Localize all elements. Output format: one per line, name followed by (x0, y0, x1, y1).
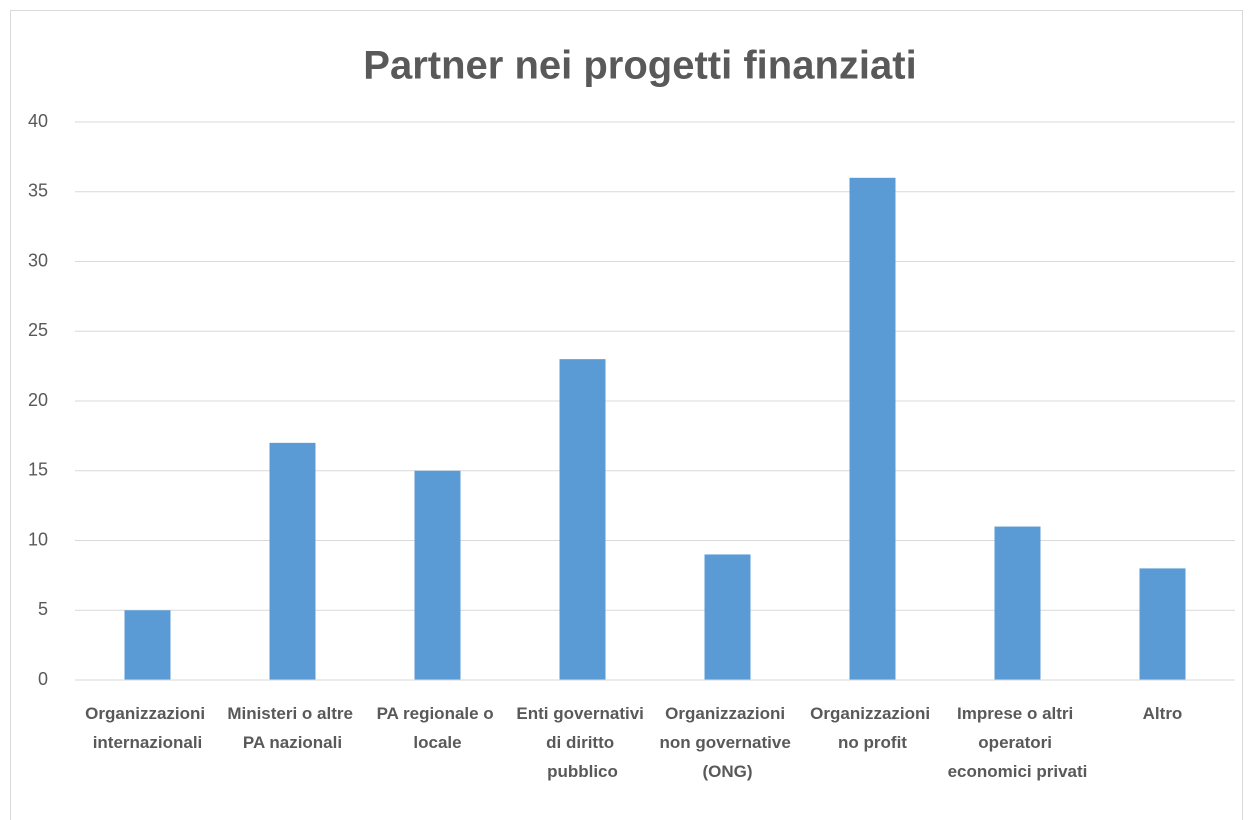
bar (704, 554, 751, 680)
y-tick-label: 15 (28, 460, 48, 480)
x-tick-label: Organizzazioni non governative (ONG) (659, 704, 795, 781)
bar (269, 442, 316, 680)
x-tick-label: Organizzazioni internazionali (85, 704, 210, 752)
y-tick-label: 35 (28, 181, 48, 201)
bar (124, 610, 171, 680)
y-tick-label: 0 (38, 669, 48, 689)
y-tick-label: 20 (28, 390, 48, 410)
chart-title: Partner nei progetti finanziati (363, 44, 916, 88)
x-tick-label: Imprese o altri operatori economici priv… (948, 704, 1088, 781)
y-tick-label: 30 (28, 250, 48, 270)
x-tick-label: Altro (1143, 704, 1183, 723)
x-tick-label: Enti governativi di diritto pubblico (516, 704, 648, 781)
x-tick-label: PA regionale o locale (377, 704, 499, 752)
bar (1139, 568, 1186, 680)
bar (849, 177, 896, 681)
y-tick-label: 40 (28, 111, 48, 131)
chart-border (10, 10, 1243, 820)
y-tick-label: 25 (28, 320, 48, 340)
x-tick-label: Ministeri o altre PA nazionali (227, 704, 357, 752)
y-tick-label: 5 (38, 599, 48, 619)
bar (994, 526, 1041, 680)
y-tick-label: 10 (28, 529, 48, 549)
x-tick-label: Organizzazioni no profit (810, 704, 935, 752)
bar (414, 470, 461, 680)
bar (559, 359, 606, 680)
